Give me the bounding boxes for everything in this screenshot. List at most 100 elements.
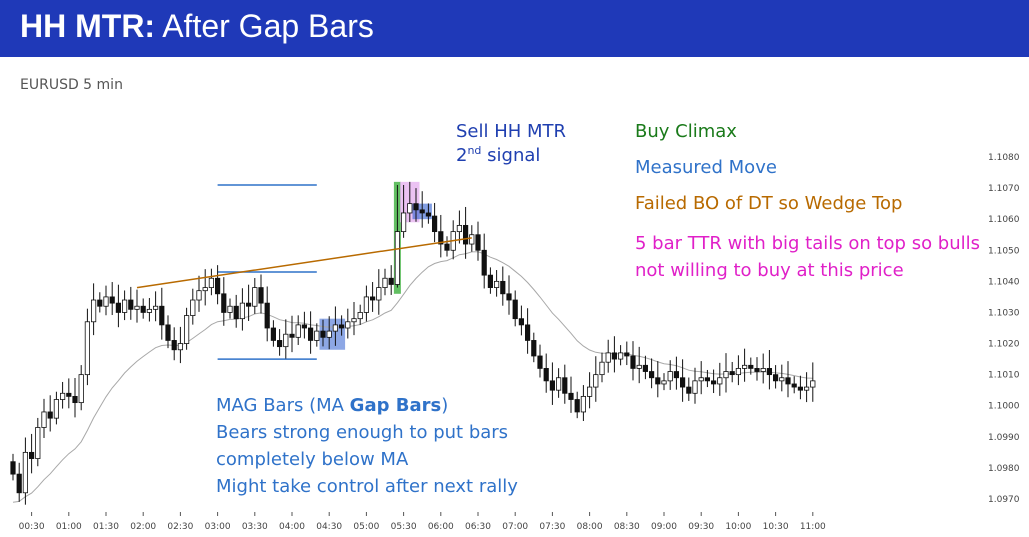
- bear-candle-body: [109, 296, 115, 304]
- bull-candle-body: [661, 380, 667, 385]
- bull-candle-body: [692, 380, 698, 394]
- y-tick-label: 1.1000: [988, 402, 1020, 412]
- bear-candle-body: [574, 399, 580, 413]
- bull-candle-body: [177, 343, 183, 351]
- moving-average: [12, 251, 813, 503]
- bear-candle-body: [624, 352, 630, 357]
- y-tick-label: 1.1080: [988, 153, 1020, 163]
- bull-candle-body: [599, 361, 605, 376]
- moving-average-line: [12, 251, 813, 503]
- bear-candle-body: [797, 386, 804, 391]
- bull-candle-body: [636, 364, 642, 369]
- x-tick-label: 08:00: [577, 522, 603, 532]
- bear-candle-body: [245, 302, 252, 307]
- bear-candle-body: [97, 299, 103, 307]
- bear-candle-body: [518, 318, 525, 326]
- bear-candle-body: [419, 209, 425, 214]
- bear-candle-body: [568, 392, 574, 400]
- bull-candle-body: [717, 377, 723, 385]
- bull-candle-body: [363, 296, 370, 313]
- bear-candle-body: [221, 293, 227, 313]
- bull-candle-body: [41, 411, 47, 428]
- bear-candle-body: [611, 352, 618, 360]
- bull-candle-body: [91, 299, 97, 323]
- bull-candle-body: [134, 305, 140, 310]
- x-tick-label: 05:30: [391, 522, 417, 532]
- bear-candle-body: [487, 274, 494, 288]
- bear-candle-body: [289, 333, 295, 338]
- y-tick-label: 1.0990: [988, 433, 1020, 443]
- bull-candle-body: [103, 296, 109, 307]
- bear-candle-body: [214, 277, 221, 295]
- bear-candle-body: [562, 377, 568, 394]
- ttr-line-2: not willing to buy at this price: [635, 260, 904, 281]
- bear-candle-body: [475, 234, 481, 251]
- x-tick-label: 06:00: [428, 522, 454, 532]
- bear-candle-body: [10, 461, 16, 475]
- buy-climax-label: Buy Climax: [635, 121, 737, 142]
- bear-candle-body: [506, 293, 512, 301]
- bull-candle-body: [469, 234, 475, 245]
- bull-candle-body: [618, 352, 624, 360]
- x-tick-label: 06:30: [465, 522, 491, 532]
- bull-candle-body: [84, 321, 90, 376]
- bear-candle-body: [649, 371, 655, 379]
- bear-candle-body: [270, 327, 277, 341]
- bull-candle-body: [493, 280, 500, 288]
- mag-line-3: completely below MA: [216, 449, 409, 470]
- bull-candle-body: [326, 330, 332, 338]
- mag-line-4: Might take control after next rally: [216, 476, 518, 497]
- bear-candle-body: [481, 249, 487, 276]
- bear-candle-body: [258, 287, 264, 304]
- bear-candle-body: [28, 451, 35, 459]
- sell-line-2-num: 2: [456, 145, 468, 166]
- bull-candle-body: [252, 287, 258, 307]
- x-tick-label: 10:00: [725, 522, 751, 532]
- bear-candle-body: [642, 364, 649, 372]
- bull-candle-body: [593, 374, 599, 388]
- bull-candle-body: [332, 324, 339, 332]
- bear-candle-body: [16, 473, 22, 494]
- bull-candle-body: [587, 386, 593, 397]
- y-axis: 1.0970 1.0980 1.0990 1.1000 1.1010 1.1020 1.10…: [988, 153, 1020, 505]
- bear-candle-body: [165, 324, 171, 341]
- bear-candle-body: [140, 305, 146, 313]
- bear-candle-body: [128, 299, 134, 310]
- y-tick-label: 1.1030: [988, 308, 1020, 318]
- mag-line-1-bold: Gap Bars: [349, 395, 442, 416]
- x-tick-label: 07:30: [539, 522, 565, 532]
- bull-candle-body: [804, 386, 810, 391]
- bear-candle-body: [462, 224, 469, 245]
- y-tick-label: 1.0980: [988, 464, 1020, 474]
- mag-line-1-pre: MAG Bars (MA: [216, 395, 350, 416]
- sell-hh-mtr-label: Sell HH MTR 2nd signal: [456, 121, 566, 166]
- bull-candle-body: [60, 392, 66, 400]
- bear-candle-body: [673, 371, 680, 379]
- y-tick-label: 1.0970: [988, 495, 1020, 505]
- bull-candle-body: [239, 302, 245, 320]
- x-tick-label: 09:30: [688, 522, 714, 532]
- sell-line-2: 2nd signal: [456, 144, 566, 166]
- bull-candle-body: [78, 374, 84, 404]
- bull-candle-body: [382, 277, 388, 288]
- bull-candle-body: [227, 305, 233, 313]
- bear-candle-body: [431, 215, 438, 233]
- bear-candle-body: [425, 212, 432, 217]
- bear-candle-body: [549, 380, 556, 391]
- bear-candle-body: [773, 374, 779, 382]
- ttr-label: 5 bar TTR with big tails on top so bulls…: [635, 230, 980, 284]
- bull-candle-body: [295, 324, 301, 338]
- ttr-line-1: 5 bar TTR with big tails on top so bulls: [635, 233, 981, 254]
- bull-candle-body: [202, 287, 208, 292]
- bull-candle-body: [456, 224, 463, 233]
- bull-candle-body: [22, 451, 29, 494]
- bull-candle-body: [314, 330, 320, 341]
- y-tick-label: 1.1010: [988, 371, 1020, 381]
- bear-candle-body: [754, 368, 760, 372]
- bull-candle-body: [394, 231, 401, 285]
- bull-candle-body: [742, 364, 748, 369]
- x-tick-label: 07:00: [502, 522, 528, 532]
- bear-candle-body: [159, 305, 165, 326]
- bear-candle-body: [338, 324, 345, 329]
